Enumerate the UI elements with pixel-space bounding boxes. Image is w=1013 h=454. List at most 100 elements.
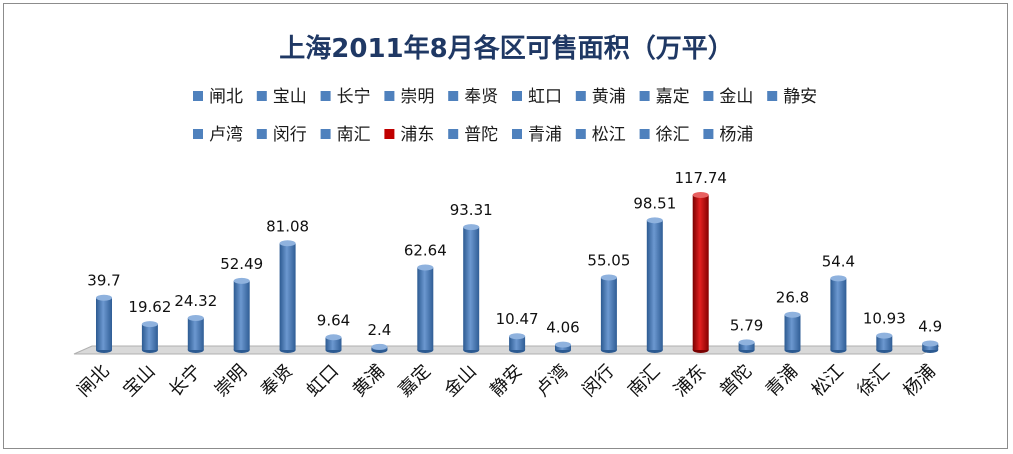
category-label-1: 宝山 (119, 361, 159, 401)
value-label-1: 19.62 (128, 298, 171, 316)
value-label-17: 10.93 (863, 310, 906, 328)
legend-swatch-15 (512, 129, 522, 139)
category-label-12: 南汇 (624, 361, 664, 401)
legend-entry-17: 徐汇 (656, 125, 690, 145)
bar-0 (96, 294, 112, 353)
bar-7 (417, 264, 434, 353)
legend-swatch-2 (320, 91, 331, 101)
bar-9 (509, 333, 526, 353)
legend-entry-11: 闵行 (273, 125, 307, 145)
value-labels: 39.7 19.62 24.32 52.49 81.08 9.64 2.4 62.64 93.3… (87, 169, 942, 339)
category-label-4: 奉贤 (257, 361, 297, 401)
legend-swatch-6 (575, 91, 586, 101)
category-label-17: 徐汇 (854, 361, 894, 401)
legend-entry-16: 松江 (592, 125, 626, 145)
legend-swatch-7 (639, 91, 650, 101)
category-label-13: 浦东 (670, 361, 710, 401)
chart-title: 上海2011年8月各区可售面积（万平） (279, 34, 734, 64)
legend-swatch-9 (767, 91, 778, 101)
bar-6 (371, 343, 388, 353)
value-label-3: 52.49 (220, 255, 263, 273)
legend-entry-15: 青浦 (528, 125, 562, 145)
bars (96, 192, 939, 353)
bar-10 (555, 341, 571, 353)
legend-swatch-16 (575, 129, 586, 139)
category-label-16: 松江 (808, 361, 848, 401)
value-label-14: 5.79 (730, 316, 763, 334)
bar-8 (463, 224, 480, 353)
value-label-9: 10.47 (496, 310, 539, 328)
category-label-7: 嘉定 (395, 361, 435, 401)
bar-14 (738, 339, 755, 353)
bar-5 (325, 334, 342, 353)
legend-swatch-0 (193, 91, 203, 101)
value-label-4: 81.08 (266, 217, 309, 235)
legend-entry-18: 杨浦 (719, 125, 753, 145)
category-label-9: 静安 (486, 361, 526, 401)
legend-entry-9: 静安 (783, 87, 817, 107)
legend-swatch-4 (448, 91, 459, 101)
category-label-2: 长宁 (165, 361, 205, 401)
legend-swatch-13 (384, 129, 395, 139)
category-label-6: 黄浦 (349, 361, 389, 401)
value-label-6: 2.4 (367, 321, 391, 339)
value-label-13: 117.74 (674, 169, 727, 187)
category-label-3: 崇明 (211, 361, 251, 401)
value-label-15: 26.8 (776, 289, 809, 307)
bar-18 (922, 340, 939, 353)
value-label-11: 55.05 (587, 252, 630, 270)
legend-entry-8: 金山 (719, 87, 753, 107)
category-labels: 闸北 宝山 长宁 崇明 奉贤 虹口 黄浦 嘉定 金山 静安 卢湾 闵行 南汇 浦东 普陀 青浦 松江 徐汇 杨浦 (73, 361, 940, 401)
legend-entry-0: 闸北 (209, 87, 243, 107)
legend-swatch-17 (639, 129, 650, 139)
legend-swatch-10 (193, 129, 203, 139)
legend-swatch-14 (448, 129, 459, 139)
bar-11 (600, 274, 617, 353)
legend-entry-14: 普陀 (464, 125, 498, 145)
value-label-12: 98.51 (633, 194, 676, 212)
legend-swatch-11 (256, 129, 267, 139)
bar-13 (692, 192, 709, 353)
category-label-0: 闸北 (73, 361, 113, 401)
category-label-8: 金山 (440, 361, 480, 401)
value-label-16: 54.4 (822, 252, 855, 270)
legend-entry-6: 黄浦 (592, 87, 626, 107)
value-label-8: 93.31 (450, 201, 493, 219)
legend-entry-3: 崇明 (400, 87, 434, 107)
category-label-14: 普陀 (716, 361, 756, 401)
legend-entry-13: 浦东 (400, 125, 434, 145)
bar-17 (876, 332, 893, 353)
chart-frame (3, 3, 1008, 449)
bar-12 (646, 217, 663, 353)
value-label-2: 24.32 (174, 292, 217, 310)
legend-entry-1: 宝山 (273, 87, 307, 107)
bar-15 (784, 311, 801, 353)
legend-swatch-1 (256, 91, 267, 101)
value-label-10: 4.06 (546, 319, 579, 337)
bar-16 (830, 275, 847, 353)
category-label-10: 卢湾 (532, 361, 572, 401)
value-label-0: 39.7 (87, 272, 120, 290)
legend-entry-4: 奉贤 (464, 87, 498, 107)
bar-1 (141, 321, 158, 353)
category-label-15: 青浦 (762, 361, 802, 401)
value-label-7: 62.64 (404, 242, 447, 260)
legend-swatch-3 (384, 91, 395, 101)
legend-entry-2: 长宁 (337, 87, 371, 107)
legend-swatch-5 (512, 91, 522, 101)
category-label-11: 闵行 (578, 361, 618, 401)
value-label-5: 9.64 (317, 311, 350, 329)
bar-4 (279, 240, 296, 353)
legend-entry-7: 嘉定 (656, 87, 690, 107)
legend-swatch-18 (703, 129, 714, 139)
bar-3 (233, 277, 250, 353)
legend-swatch-12 (320, 129, 331, 139)
category-label-5: 虹口 (303, 361, 343, 401)
category-label-18: 杨浦 (899, 361, 939, 401)
legend-entry-12: 南汇 (337, 125, 371, 145)
legend-swatch-8 (703, 91, 714, 101)
legend-entry-5: 虹口 (528, 87, 562, 107)
bar-2 (187, 314, 204, 353)
